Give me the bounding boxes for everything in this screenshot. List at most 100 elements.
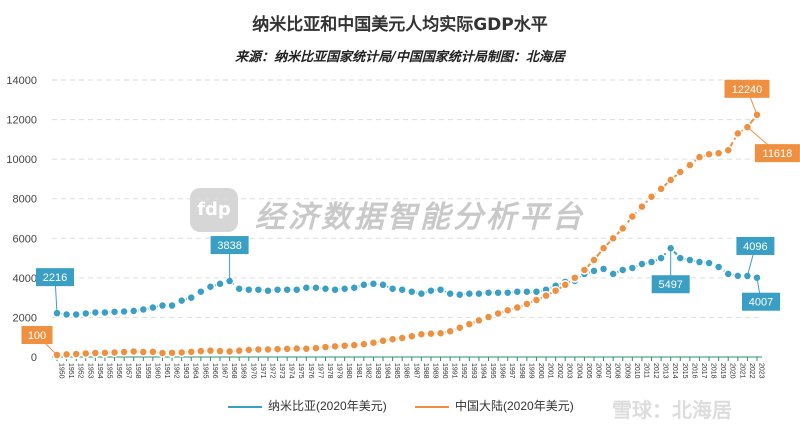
data-point [81,348,91,359]
data-point [704,258,714,268]
data-point [454,322,465,333]
data-point [90,307,101,318]
x-tick-label: 1997 [508,363,515,379]
data-point [675,167,686,177]
x-tick-label: 2020 [729,363,736,379]
x-tick-label: 1950 [58,363,65,379]
x-tick-label: 1994 [479,363,486,379]
data-point [733,271,743,281]
data-point [244,284,254,295]
x-tick-label: 1980 [345,363,352,379]
data-point [445,326,455,337]
data-point [234,345,244,356]
data-point [522,286,532,297]
series-line-1 [56,114,758,357]
data-point [407,331,417,341]
data-point [138,304,149,315]
x-tick-label: 2014 [671,363,678,379]
data-point [713,262,724,272]
data-point [301,343,312,354]
data-point [196,346,206,356]
x-tick-label: 1969 [240,363,247,379]
data-point [320,283,331,294]
data-point [81,308,91,319]
data-point [531,286,542,297]
data-point [570,273,580,283]
data-point [522,299,532,309]
data-point [100,348,110,358]
data-point [186,292,196,303]
x-tick-label: 1955 [105,363,112,379]
data-point [407,286,417,297]
y-tick-label: 12000 [6,115,37,127]
legend-swatch-namibia [228,405,262,408]
x-tick-label: 2013 [662,363,669,379]
data-point [416,288,427,299]
data-point [502,287,513,298]
data-point [531,295,542,305]
data-point [71,349,81,359]
x-tick-label: 2023 [758,363,765,379]
data-point [646,257,657,267]
annotation-label: 2216 [43,272,67,284]
x-tick-label: 1976 [307,363,314,379]
x-tick-label: 1975 [297,363,304,379]
data-point [349,340,360,350]
x-tick-label: 2004 [575,363,582,379]
legend-item-china: 中国大陆(2020年美元) [415,397,574,414]
x-tick-label: 1952 [77,363,84,379]
x-tick-label: 1979 [336,363,343,379]
x-tick-label: 1977 [316,363,323,379]
x-tick-label: 1996 [499,363,506,379]
data-point [311,283,321,293]
data-point [608,233,618,244]
data-point [330,284,340,295]
data-point [186,347,196,357]
data-point [474,288,484,299]
data-point [618,265,628,275]
x-tick-label: 2002 [556,363,563,379]
legend-label-namibia: 纳米比亚(2020年美元) [268,399,387,413]
data-point [627,211,638,222]
x-tick-label: 1962 [173,363,180,379]
x-tick-label: 1984 [384,363,391,379]
data-point [157,348,168,358]
x-tick-label: 2012 [652,363,659,379]
x-tick-label: 2017 [700,363,707,379]
data-point [128,306,139,316]
x-tick-label: 2000 [537,363,544,379]
x-tick-label: 1982 [364,363,371,379]
data-point [157,300,168,311]
data-point [435,328,446,339]
data-point [148,347,158,357]
x-tick-label: 1970 [249,363,256,379]
data-point [109,307,120,317]
data-point [426,328,436,339]
data-point [320,342,331,352]
x-tick-label: 1966 [211,363,218,379]
data-point [61,349,72,360]
legend-item-namibia: 纳米比亚(2020年美元) [228,397,387,414]
x-tick-label: 1971 [259,363,266,379]
x-tick-label: 1968 [230,363,237,379]
data-point [109,347,120,358]
x-tick-label: 1983 [374,363,381,379]
x-tick-label: 1992 [460,363,467,379]
data-point [685,255,695,265]
x-tick-label: 1957 [125,363,132,379]
annotation-box [210,236,249,255]
data-point [272,284,283,295]
x-tick-label: 2006 [594,363,601,379]
x-tick-label: 2001 [547,363,554,379]
data-point [656,184,666,194]
data-point [378,280,388,290]
data-point [148,302,158,313]
x-tick-label: 1961 [163,363,170,379]
x-tick-label: 1991 [451,363,458,379]
data-point [215,346,225,356]
data-point [330,341,340,352]
x-tick-label: 1973 [278,363,285,379]
x-tick-label: 2021 [738,363,745,379]
data-point [598,243,609,253]
